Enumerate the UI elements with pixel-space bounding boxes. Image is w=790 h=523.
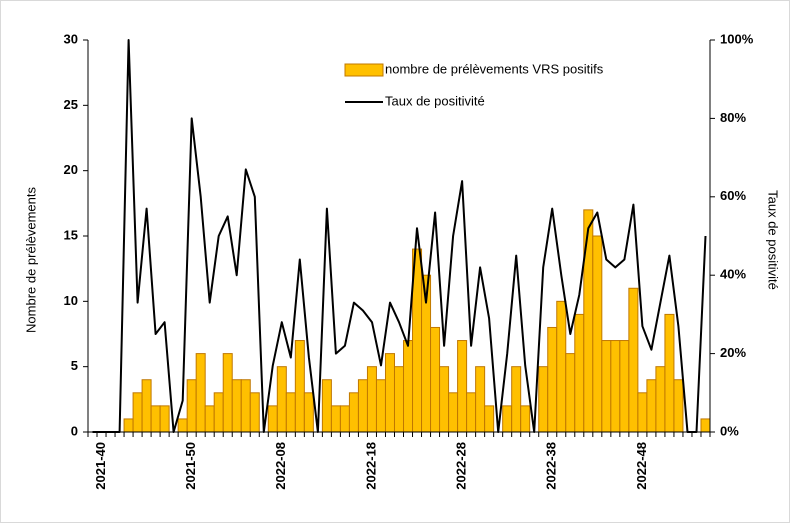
bar	[330, 405, 341, 433]
y-axis-label: Nombre de prélèvements	[23, 187, 38, 333]
bar	[222, 353, 233, 433]
bar	[204, 405, 215, 433]
bar	[637, 392, 648, 433]
y-tick-label: 10	[64, 293, 78, 308]
bar	[339, 405, 350, 433]
x-tick-label: 2022-48	[634, 442, 649, 490]
bar	[403, 340, 414, 433]
bar	[583, 209, 594, 433]
legend-label: nombre de prélèvements VRS positifs	[385, 61, 604, 76]
bar	[484, 405, 495, 433]
bar	[475, 366, 486, 433]
y2-tick-label: 20%	[720, 345, 746, 360]
x-tick-label: 2022-18	[363, 442, 378, 490]
bar	[249, 392, 260, 433]
bar	[700, 418, 711, 433]
legend-swatch	[344, 63, 384, 77]
y2-tick-label: 100%	[720, 31, 754, 46]
x-tick-label: 2022-28	[454, 442, 469, 490]
bar	[150, 405, 161, 433]
bar	[601, 340, 612, 433]
bar	[240, 379, 251, 433]
y-tick-label: 20	[64, 162, 78, 177]
legend-label: Taux de positivité	[385, 93, 485, 108]
bar	[231, 379, 242, 433]
bar	[448, 392, 459, 433]
bar	[565, 353, 576, 433]
y-tick-label: 30	[64, 31, 78, 46]
bar	[303, 392, 314, 433]
y2-tick-label: 80%	[720, 110, 746, 125]
bar	[610, 340, 621, 433]
bar	[213, 392, 224, 433]
bar	[592, 235, 603, 433]
bar	[141, 379, 152, 433]
y2-tick-label: 40%	[720, 267, 746, 282]
bar	[511, 366, 522, 433]
bar	[439, 366, 450, 433]
bar	[574, 313, 585, 433]
bar	[664, 313, 675, 433]
bar	[457, 340, 468, 433]
bar	[321, 379, 332, 433]
y-tick-label: 25	[64, 97, 78, 112]
bar	[285, 392, 296, 433]
bar	[384, 353, 395, 433]
y2-axis-label: Taux de positivité	[766, 190, 781, 290]
bar	[348, 392, 359, 433]
x-tick-label: 2022-38	[544, 442, 559, 490]
bar	[267, 405, 278, 433]
bar	[502, 405, 513, 433]
bar	[628, 287, 639, 433]
x-tick-label: 2021-50	[183, 442, 198, 490]
bar	[673, 379, 684, 433]
bar	[294, 340, 305, 433]
bar	[375, 379, 386, 433]
bar	[276, 366, 287, 433]
bar	[123, 418, 134, 433]
line	[92, 39, 707, 433]
bar	[357, 379, 368, 433]
bar	[195, 353, 206, 433]
bar	[646, 379, 657, 433]
bar	[466, 392, 477, 433]
y2-tick-label: 0%	[720, 423, 739, 438]
bar	[186, 379, 197, 433]
bar	[393, 366, 405, 433]
bar	[547, 326, 558, 433]
x-tick-label: 2021-40	[93, 442, 108, 490]
bar	[655, 366, 666, 433]
bar	[159, 405, 170, 433]
x-tick-label: 2022-08	[273, 442, 288, 490]
y2-tick-label: 60%	[720, 188, 746, 203]
bar	[619, 340, 630, 433]
bar	[430, 326, 441, 433]
bar	[556, 300, 567, 433]
y-tick-label: 0	[71, 423, 78, 438]
bar	[520, 405, 531, 433]
bar	[366, 366, 377, 433]
y-tick-label: 5	[71, 358, 78, 373]
bar	[177, 418, 188, 433]
y-tick-label: 15	[64, 227, 78, 242]
bar	[538, 366, 549, 433]
bar	[132, 392, 143, 433]
